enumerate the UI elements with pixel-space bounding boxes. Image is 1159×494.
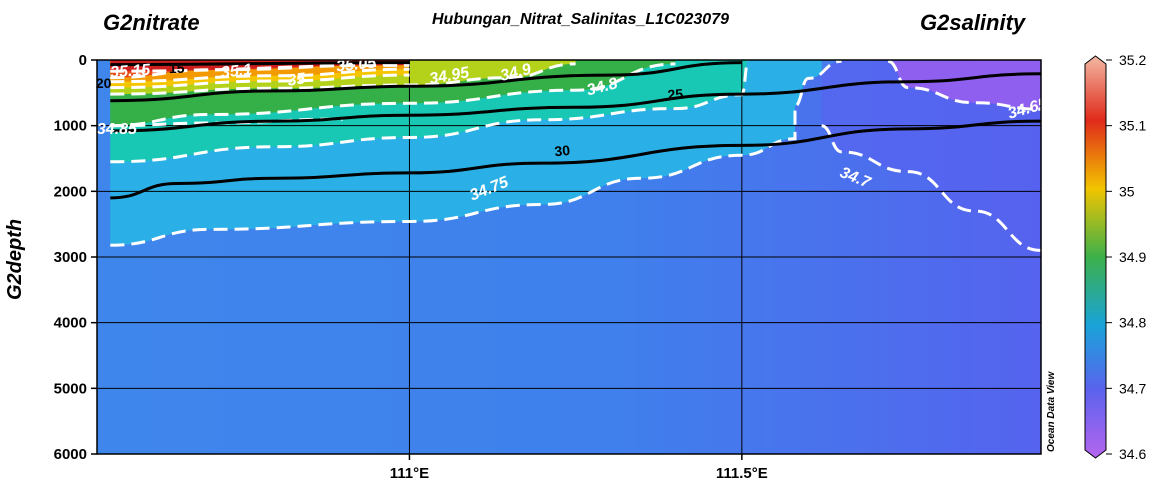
y-tick-label-5: 5000 <box>54 380 87 397</box>
salinity-label-35.1: 35.1 <box>220 61 253 81</box>
nitrate-contour-30 <box>110 119 1041 200</box>
salinity-band-34.7 <box>821 60 1041 251</box>
y-tick-label-0: 0 <box>79 52 87 69</box>
y-tick-label-4: 4000 <box>54 315 87 332</box>
colorbar-tick-label-5: 34.7 <box>1119 380 1146 396</box>
salinity-contour-34.95 <box>110 62 576 96</box>
nitrate-contour-15 <box>110 61 410 67</box>
nitrate-label-25: 25 <box>667 86 684 103</box>
chart-title: Hubungan_Nitrat_Salinitas_L1C023079 <box>432 11 729 28</box>
nitrate-label-20: 20 <box>96 75 112 91</box>
colorbar-tick-label-3: 34.9 <box>1119 249 1146 265</box>
salinity-contour-34.7 <box>821 124 1041 252</box>
salinity-contour-34.9 <box>110 62 676 128</box>
salinity-label-34.85: 34.85 <box>97 121 138 138</box>
axes: 0 1000 2000 3000 4000 5000 6000 111°E 111.5°E <box>54 52 1042 482</box>
colorbar: 35.2 35.1 35 34.9 34.8 34.7 34.6 <box>1084 52 1146 462</box>
colorbar-tick-label-6: 34.6 <box>1119 446 1146 462</box>
salinity-label-34.95: 34.95 <box>428 64 471 88</box>
nitrate-label-15: 15 <box>169 60 185 76</box>
grid <box>97 60 1041 454</box>
y-tick-label-1: 1000 <box>54 118 87 135</box>
colorbar-tick-label-0: 35.2 <box>1119 52 1146 68</box>
y-tick-label-6: 6000 <box>54 446 87 463</box>
salinity-label-35: 35 <box>286 70 307 89</box>
x-tick-label-0: 111°E <box>390 465 429 482</box>
salinity-contour-35 <box>110 73 410 90</box>
y-tick-label-2: 2000 <box>54 183 87 200</box>
left-variable-title: G2nitrate <box>103 10 200 35</box>
nitrate-label-30: 30 <box>554 142 571 160</box>
salinity-contour-35.05 <box>110 67 410 84</box>
x-tick-label-1: 111.5°E <box>716 465 768 482</box>
salinity-contour-34.75 <box>110 60 842 247</box>
salinity-label-35.15: 35.15 <box>110 62 152 82</box>
colorbar-tick-label-2: 35 <box>1119 183 1135 199</box>
colorbar-tick-label-1: 35.1 <box>1119 118 1146 134</box>
salinity-contour-35.1 <box>110 62 410 80</box>
salinity-contour-34.65 <box>887 60 1041 111</box>
y-tick-label-3: 3000 <box>54 249 87 266</box>
colorbar-tick-label-4: 34.8 <box>1119 315 1146 331</box>
right-variable-title: G2salinity <box>920 10 1026 35</box>
salinity-band-34.65 <box>888 60 1041 110</box>
salinity-contour-34.8 <box>110 60 750 164</box>
nitrate-contour-20 <box>110 61 742 103</box>
nitrate-contour-25 <box>110 72 1041 133</box>
nitrate-contours <box>110 61 1041 200</box>
salinity-contours <box>110 60 1041 252</box>
colorbar-gradient <box>1084 55 1107 459</box>
